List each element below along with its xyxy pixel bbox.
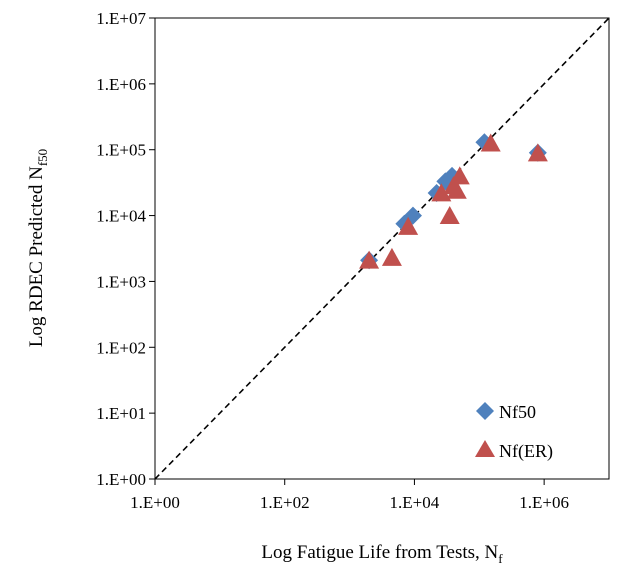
data-series [359, 133, 548, 270]
data-point-triangle [480, 133, 501, 152]
y-tick-label: 1.E+00 [96, 470, 146, 489]
data-point-triangle [359, 250, 380, 269]
y-tick-label: 1.E+07 [96, 9, 146, 28]
series-triangle [359, 133, 548, 269]
reference-line [154, 17, 610, 480]
y-tick-label: 1.E+04 [96, 207, 146, 226]
y-axis-title-text: Log RDEC Predicted N [26, 166, 47, 347]
data-point-triangle [449, 166, 470, 185]
y-axis-title: Log RDEC Predicted Nf50 [26, 149, 50, 347]
data-point-triangle [381, 247, 402, 266]
legend-marker-nfer [475, 440, 495, 457]
x-tick-label: 1.E+04 [390, 493, 440, 512]
data-point-triangle [439, 206, 460, 225]
legend-label-nf50: Nf50 [499, 402, 536, 422]
y-tick-label: 1.E+01 [96, 404, 146, 423]
plot-area-frame [154, 17, 610, 480]
data-point-triangle [527, 143, 548, 162]
y-tick-label: 1.E+02 [96, 338, 146, 357]
legend: Nf50 Nf(ER) [475, 402, 553, 462]
x-axis-title: Log Fatigue Life from Tests, Nf [261, 542, 503, 566]
data-point-triangle [431, 183, 452, 202]
x-tick-label: 1.E+02 [260, 493, 310, 512]
data-point-triangle [446, 180, 467, 199]
x-axis-title-text: Log Fatigue Life from Tests, N [261, 542, 498, 563]
y-axis: 1.E+00 1.E+01 1.E+02 1.E+03 1.E+04 1.E+05 1.E+… [96, 9, 155, 489]
y-tick-label: 1.E+03 [96, 272, 146, 291]
x-tick-label: 1.E+06 [519, 493, 569, 512]
x-tick-label: 1.E+00 [130, 493, 180, 512]
legend-label-nfer: Nf(ER) [499, 441, 553, 462]
series-diamond [360, 133, 547, 270]
x-axis-title-subscript: f [498, 551, 503, 566]
y-axis-title-subscript: f50 [35, 149, 50, 166]
data-point-triangle [398, 216, 419, 235]
y-tick-label: 1.E+05 [96, 141, 146, 160]
legend-marker-nf50 [476, 402, 494, 420]
x-axis: 1.E+00 1.E+02 1.E+04 1.E+06 [130, 479, 569, 512]
y-tick-label: 1.E+06 [96, 75, 146, 94]
